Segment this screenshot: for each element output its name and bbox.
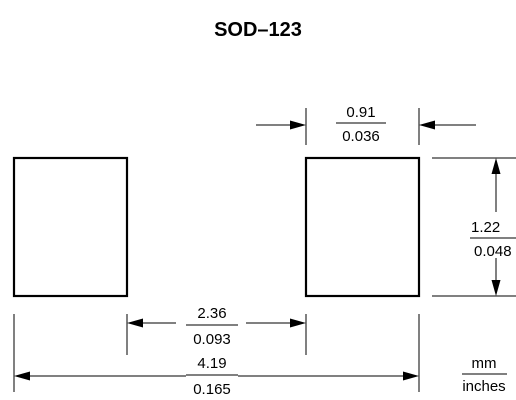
overall-length-arrow-right bbox=[403, 371, 419, 381]
pad-width-arrow-left bbox=[290, 120, 306, 130]
inner-spacing-inches: 0.093 bbox=[193, 331, 231, 348]
inner-spacing-dimension: 2.36 0.093 bbox=[126, 305, 307, 355]
units-legend: mm inches bbox=[462, 355, 507, 395]
pad-height-inches: 0.048 bbox=[474, 243, 512, 260]
pad-width-mm: 0.91 bbox=[346, 104, 375, 121]
overall-length-mm: 4.19 bbox=[197, 355, 226, 372]
pad-height-dimension: 1.22 0.048 bbox=[432, 157, 516, 297]
units-legend-primary: mm bbox=[472, 355, 497, 372]
overall-length-arrow-left bbox=[14, 371, 30, 381]
left-pad bbox=[12, 156, 129, 298]
inner-spacing-arrow-left bbox=[127, 318, 143, 328]
pad-width-inches: 0.036 bbox=[342, 128, 380, 145]
units-legend-secondary: inches bbox=[462, 378, 505, 395]
inner-spacing-arrow-right bbox=[290, 318, 306, 328]
inner-spacing-mm: 2.36 bbox=[197, 305, 226, 322]
pad-width-dimension: 0.91 0.036 bbox=[256, 104, 476, 145]
pad-height-mm: 1.22 bbox=[471, 219, 500, 236]
pad-height-arrow-top bbox=[491, 158, 501, 174]
pad-height-arrow-bottom bbox=[491, 280, 501, 296]
right-pad bbox=[304, 156, 421, 298]
overall-length-dimension: 4.19 0.165 bbox=[13, 314, 420, 398]
overall-length-inches: 0.165 bbox=[193, 381, 231, 398]
pad-width-arrow-right bbox=[419, 120, 435, 130]
package-title: SOD–123 bbox=[214, 19, 302, 41]
